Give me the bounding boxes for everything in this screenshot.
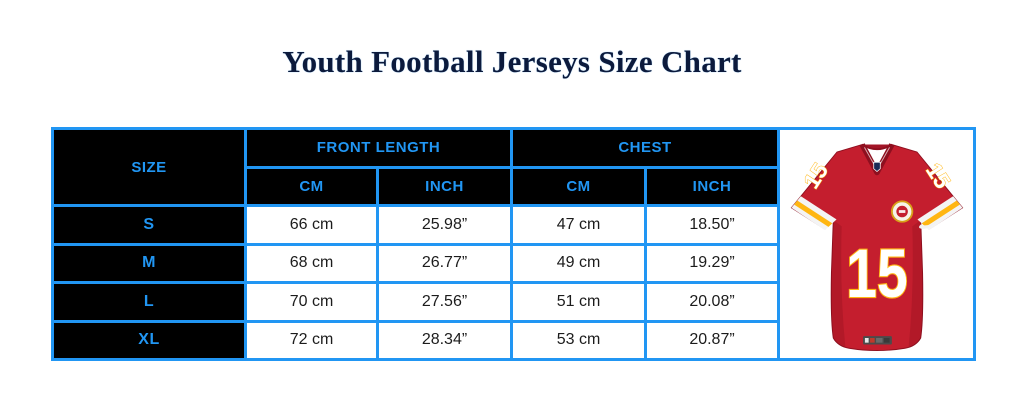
- page-title: Youth Football Jerseys Size Chart: [282, 44, 742, 79]
- size-column-header: SIZE: [51, 127, 247, 207]
- front-length-cm-value: 72 cm: [244, 319, 379, 361]
- front-length-cm-value: 66 cm: [244, 204, 379, 246]
- jersey-product-image: 15 15 15: [777, 127, 976, 361]
- chest-cm-value: 49 cm: [510, 242, 647, 284]
- front-length-cm-value: 68 cm: [244, 242, 379, 284]
- front-length-inch-value: 27.56”: [376, 281, 513, 323]
- chest-cm-value: 47 cm: [510, 204, 647, 246]
- chest-cm-value: 53 cm: [510, 319, 647, 361]
- jersey-body: [790, 144, 963, 352]
- jersey-chest-number: 15: [846, 235, 907, 312]
- chest-inch-value: 19.29”: [644, 242, 780, 284]
- chest-inch-value: 20.87”: [644, 319, 780, 361]
- chest-column-header: CHEST: [510, 127, 780, 169]
- chest-inch-header: INCH: [644, 165, 780, 207]
- header-row-groups: SIZE FRONT LENGTH CHEST: [51, 127, 976, 361]
- size-label: S: [51, 204, 247, 246]
- header-row-units: CM INCH CM INCH: [53, 165, 975, 207]
- front-length-column-header: FRONT LENGTH: [244, 127, 513, 169]
- chest-cm-value: 51 cm: [510, 281, 647, 323]
- nfl-shield-icon: [872, 161, 881, 173]
- table-row-l: L 70 cm 27.56” 51 cm 20.08”: [51, 281, 975, 323]
- front-length-inch-value: 26.77”: [376, 242, 513, 284]
- chest-inch-value: 20.08”: [644, 281, 780, 323]
- table-row-m: M 68 cm 26.77” 49 cm 19.29”: [51, 242, 975, 284]
- chest-cm-header: CM: [510, 165, 647, 207]
- team-patch-icon: [890, 200, 913, 223]
- jock-tag: [862, 336, 892, 345]
- size-label: L: [51, 281, 247, 323]
- size-label: M: [51, 242, 247, 284]
- front-length-cm-header: CM: [244, 165, 379, 207]
- front-length-cm-value: 70 cm: [244, 281, 379, 323]
- front-length-inch-value: 28.34”: [376, 319, 513, 361]
- swoosh-icon: [918, 220, 937, 229]
- front-length-inch-header: INCH: [376, 165, 513, 207]
- front-length-inch-value: 25.98”: [376, 204, 513, 246]
- size-chart-table: SIZE FRONT LENGTH CHEST: [51, 127, 976, 361]
- table-row-s: S 66 cm 25.98” 47 cm 18.50”: [51, 204, 975, 246]
- chest-inch-value: 18.50”: [644, 204, 780, 246]
- table-row-xl: XL 72 cm 28.34” 53 cm 20.87”: [51, 319, 975, 361]
- chiefs-jersey-illustration: 15 15 15: [790, 143, 963, 352]
- size-label: XL: [51, 319, 247, 361]
